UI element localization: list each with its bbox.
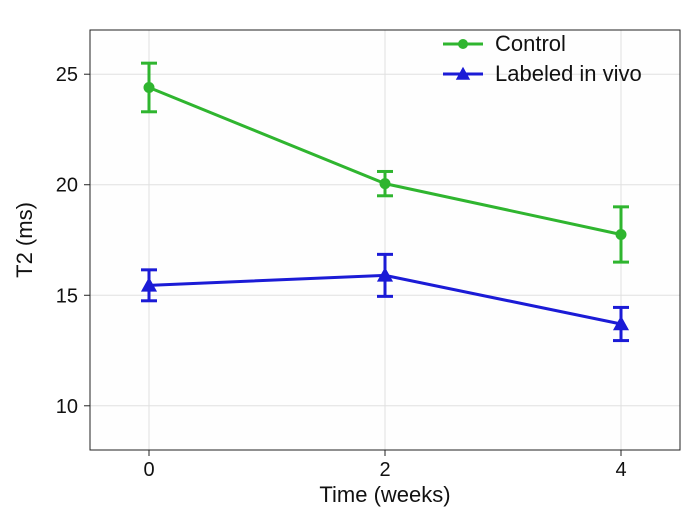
marker-circle [380,179,390,189]
ytick-label: 15 [56,285,78,307]
legend-label: Labeled in vivo [495,61,642,86]
ytick-label: 20 [56,175,78,197]
legend-label: Control [495,31,566,56]
xtick-label: 4 [615,459,626,481]
xtick-label: 2 [379,459,390,481]
marker-circle [144,82,154,92]
ytick-label: 25 [56,64,78,86]
y-axis-label: T2 (ms) [12,202,37,278]
xtick-label: 0 [143,459,154,481]
legend-marker [458,39,468,49]
chart-container: 0 2 4 10 15 20 25 Time (weeks) T2 (ms) Control Lab… [0,0,697,514]
chart-svg: 0 2 4 10 15 20 25 Time (weeks) T2 (ms) Control Lab… [0,0,697,514]
ytick-label: 10 [56,396,78,418]
x-axis-label: Time (weeks) [319,482,450,507]
marker-circle [616,229,626,239]
